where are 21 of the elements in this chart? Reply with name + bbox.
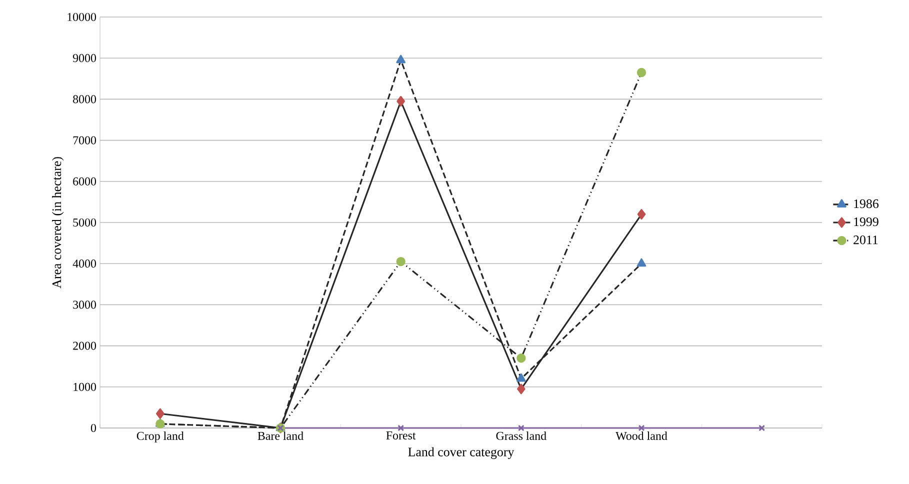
x-tick-label: Crop land <box>136 432 184 442</box>
y-tick-label: 0 <box>90 424 96 432</box>
x-tick-label: Forest <box>386 432 416 440</box>
y-tick-label: 9000 <box>72 54 96 62</box>
y-tick-label: 8000 <box>73 95 96 104</box>
y-tick-label: 10000 <box>68 12 96 22</box>
x-tick-label: Bare land <box>258 432 304 440</box>
y-tick-label: 2000 <box>73 342 96 350</box>
legend-label: 1986 <box>854 199 879 208</box>
x-tick-label: Wood land <box>616 432 668 440</box>
y-tick-label: 7000 <box>73 136 96 144</box>
y-tick-label: 5000 <box>73 218 96 227</box>
y-tick-label: 4000 <box>72 260 96 268</box>
legend-label: 1999 <box>854 217 878 226</box>
y-tick-label: 1000 <box>74 382 96 391</box>
y-axis-title: Area covered (in hectare) <box>52 157 64 288</box>
legend-label: 2011 <box>854 236 878 244</box>
y-tick-label: 6000 <box>73 177 96 186</box>
y-tick-label: 3000 <box>73 300 96 309</box>
x-tick-label: Grass land <box>496 432 546 440</box>
x-axis-title: Land cover category <box>408 447 514 459</box>
